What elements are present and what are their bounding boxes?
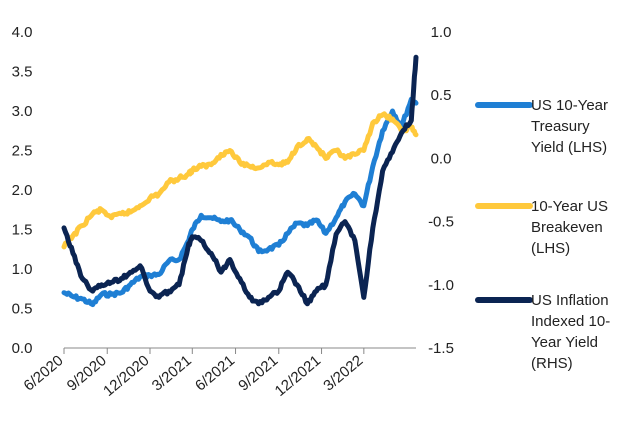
series-line [61,96,419,308]
legend-label-line: Year Yield [531,334,598,351]
x-tick-label: 12/2021 [272,352,324,400]
y-tick-label-left: 2.0 [12,182,33,199]
x-tick-labels: 6/20209/202012/20203/20216/20219/202112/… [20,352,366,400]
legend: US 10-Year Treasury Yield (LHS) 10-Year US B… [475,97,610,372]
y-tick-label-right: -1.0 [428,277,454,294]
series-line [61,54,419,307]
legend-label-line: Indexed 10- [531,313,610,330]
x-tick-label: 6/2021 [192,352,238,395]
x-tick-marks [63,348,365,354]
y-tick-label-right: -0.5 [428,214,454,231]
legend-label-line: Treasury [531,118,590,135]
y-tick-label-left: 2.5 [12,143,33,160]
legend-label-line: US 10-Year [531,97,608,114]
legend-item: US Inflation Indexed 10- Year Yield (RHS) [475,292,610,372]
x-tick-label: 3/2021 [149,352,195,395]
x-tick-label: 12/2020 [100,352,152,400]
legend-label-line: (LHS) [531,240,570,257]
right-y-tick-labels: 1.0 0.5 0.0 -0.5 -1.0 -1.5 [428,24,454,357]
legend-label-line: Breakeven [531,219,603,236]
y-tick-label-right: 0.5 [431,87,452,104]
legend-label-line: 10-Year US [531,198,608,215]
legend-label-line: (RHS) [531,355,573,372]
x-tick-label: 3/2022 [320,352,366,395]
left-y-tick-labels: 4.0 3.5 3.0 2.5 2.0 1.5 1.0 0.5 0.0 [12,24,33,357]
series-lines [61,54,419,308]
legend-label-line: Yield (LHS) [531,139,607,156]
y-tick-label-left: 0.0 [12,340,33,357]
x-tick-label: 6/2020 [20,352,66,395]
y-tick-label-left: 4.0 [12,24,33,41]
y-tick-label-left: 3.5 [12,64,33,81]
y-tick-label-left: 1.5 [12,222,33,239]
y-tick-label-right: 0.0 [431,150,452,167]
legend-label-line: US Inflation [531,292,609,309]
y-tick-label-left: 3.0 [12,103,33,120]
y-tick-label-right: 1.0 [431,24,452,41]
y-tick-label-right: -1.5 [428,340,454,357]
y-tick-label-left: 1.0 [12,261,33,278]
legend-item: 10-Year US Breakeven (LHS) [475,198,608,257]
y-tick-label-left: 0.5 [12,301,33,318]
legend-item: US 10-Year Treasury Yield (LHS) [475,97,608,156]
series-line [61,111,419,250]
